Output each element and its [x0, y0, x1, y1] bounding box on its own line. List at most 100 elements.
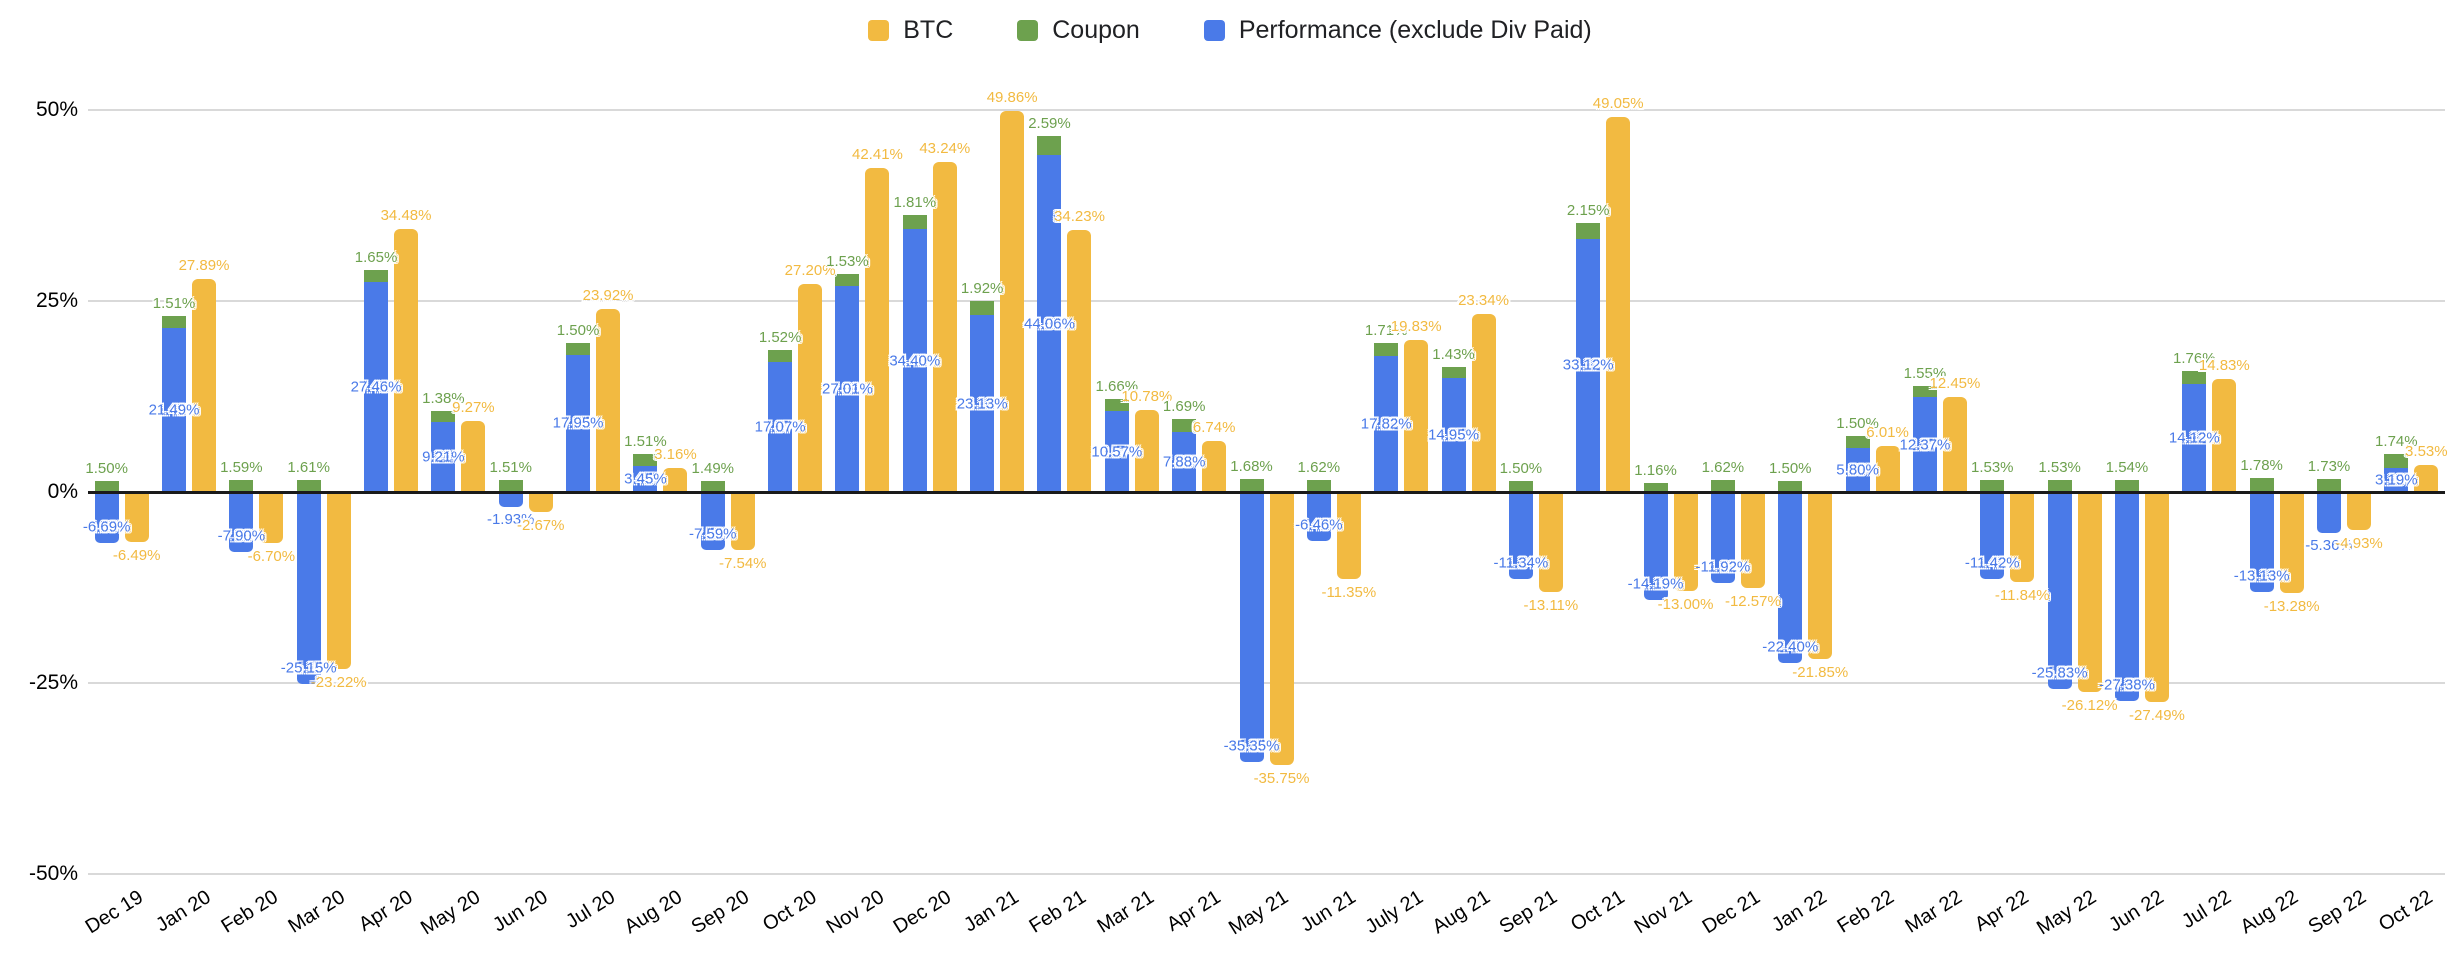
legend-item-btc[interactable]: BTC: [868, 16, 953, 45]
bar-coupon-jul-20[interactable]: [566, 343, 591, 355]
bar-btc-jun-22[interactable]: [2144, 492, 2169, 703]
bar-btc-jan-21[interactable]: [1000, 111, 1025, 492]
bar-btc-mar-22[interactable]: [1942, 396, 1967, 492]
bar-coupon-jan-21[interactable]: [970, 300, 995, 316]
bar-btc-nov-21[interactable]: [1673, 492, 1698, 592]
bar-btc-apr-20[interactable]: [394, 228, 419, 492]
bar-btc-sep-22[interactable]: [2346, 492, 2371, 530]
bar-btc-oct-21[interactable]: [1606, 117, 1631, 492]
bar-performance-sep-22[interactable]: [2316, 492, 2341, 533]
bar-performance-apr-21[interactable]: [1172, 431, 1197, 492]
bar-coupon-oct-22[interactable]: [2384, 454, 2409, 468]
bar-coupon-july-21[interactable]: [1374, 342, 1399, 356]
bar-btc-feb-22[interactable]: [1875, 446, 1900, 492]
bar-coupon-jun-22[interactable]: [2114, 480, 2139, 492]
bar-performance-mar-22[interactable]: [1912, 397, 1937, 492]
bar-performance-may-21[interactable]: [1239, 492, 1264, 763]
bar-btc-oct-22[interactable]: [2414, 465, 2439, 492]
legend-item-performance[interactable]: Performance (exclude Div Paid): [1203, 16, 1592, 45]
bar-performance-jun-22[interactable]: [2114, 492, 2139, 702]
bar-coupon-dec-19[interactable]: [94, 480, 119, 492]
bar-coupon-jan-22[interactable]: [1778, 480, 1803, 492]
bar-btc-jun-21[interactable]: [1336, 492, 1361, 579]
bar-btc-mar-21[interactable]: [1134, 409, 1159, 492]
bar-btc-may-20[interactable]: [461, 421, 486, 492]
bar-btc-feb-20[interactable]: [259, 492, 284, 544]
bar-performance-oct-22[interactable]: [2384, 467, 2409, 492]
bar-btc-dec-20[interactable]: [932, 161, 957, 492]
bar-coupon-jul-22[interactable]: [2182, 370, 2207, 385]
bar-performance-oct-21[interactable]: [1576, 238, 1601, 492]
bar-performance-mar-20[interactable]: [296, 492, 321, 685]
bar-performance-feb-21[interactable]: [1037, 155, 1062, 492]
bar-performance-jan-22[interactable]: [1778, 492, 1803, 664]
bar-coupon-apr-22[interactable]: [1980, 480, 2005, 492]
bar-coupon-jun-20[interactable]: [498, 480, 523, 492]
bar-btc-jan-20[interactable]: [192, 278, 216, 492]
bar-coupon-apr-20[interactable]: [364, 269, 389, 283]
bar-coupon-aug-22[interactable]: [2249, 478, 2274, 492]
bar-coupon-dec-21[interactable]: [1710, 479, 1735, 492]
bar-performance-nov-20[interactable]: [835, 285, 860, 492]
bar-btc-aug-20[interactable]: [663, 467, 688, 492]
bar-btc-aug-22[interactable]: [2279, 492, 2304, 594]
bar-btc-may-21[interactable]: [1269, 492, 1294, 766]
bar-btc-feb-21[interactable]: [1067, 230, 1092, 492]
bar-coupon-aug-20[interactable]: [633, 454, 658, 466]
bar-coupon-aug-21[interactable]: [1441, 366, 1466, 378]
bar-performance-may-22[interactable]: [2047, 492, 2072, 690]
bar-coupon-apr-21[interactable]: [1172, 418, 1197, 432]
bar-performance-jun-21[interactable]: [1306, 492, 1331, 542]
bar-performance-feb-20[interactable]: [229, 492, 254, 553]
bar-performance-jan-20[interactable]: [162, 327, 186, 492]
bar-btc-sep-21[interactable]: [1538, 492, 1563, 593]
bar-btc-oct-20[interactable]: [798, 284, 823, 492]
bar-performance-jan-21[interactable]: [970, 315, 995, 492]
bar-btc-nov-20[interactable]: [865, 167, 890, 492]
bar-coupon-feb-20[interactable]: [229, 479, 254, 492]
bar-performance-aug-20[interactable]: [633, 465, 658, 492]
bar-btc-sep-20[interactable]: [730, 492, 755, 550]
bar-coupon-may-20[interactable]: [431, 411, 456, 422]
bar-btc-apr-22[interactable]: [2010, 492, 2035, 583]
bar-performance-jul-22[interactable]: [2182, 384, 2207, 492]
bar-performance-jul-20[interactable]: [566, 354, 591, 492]
bar-performance-aug-22[interactable]: [2249, 492, 2274, 593]
bar-btc-dec-19[interactable]: [124, 492, 149, 542]
bar-btc-aug-21[interactable]: [1471, 313, 1496, 492]
bar-coupon-jan-20[interactable]: [162, 316, 186, 328]
bar-coupon-nov-21[interactable]: [1643, 483, 1668, 492]
bar-coupon-feb-22[interactable]: [1845, 436, 1870, 448]
bar-coupon-sep-22[interactable]: [2316, 478, 2341, 492]
bar-btc-jul-22[interactable]: [2212, 378, 2237, 492]
bar-performance-may-20[interactable]: [431, 421, 456, 492]
bar-performance-feb-22[interactable]: [1845, 447, 1870, 492]
bar-coupon-may-21[interactable]: [1239, 479, 1264, 492]
bar-btc-may-22[interactable]: [2077, 492, 2102, 692]
bar-performance-dec-19[interactable]: [94, 492, 119, 544]
bar-performance-aug-21[interactable]: [1441, 377, 1466, 492]
bar-performance-apr-20[interactable]: [364, 282, 389, 492]
bar-performance-dec-21[interactable]: [1710, 492, 1735, 584]
legend-item-coupon[interactable]: Coupon: [1017, 16, 1140, 45]
bar-btc-dec-21[interactable]: [1740, 492, 1765, 589]
bar-performance-sep-21[interactable]: [1508, 492, 1533, 579]
bar-coupon-oct-21[interactable]: [1576, 222, 1601, 239]
bar-performance-nov-21[interactable]: [1643, 492, 1668, 601]
bar-performance-sep-20[interactable]: [700, 492, 725, 550]
bar-coupon-mar-21[interactable]: [1104, 398, 1129, 412]
bar-performance-jun-20[interactable]: [498, 492, 523, 507]
bar-coupon-mar-20[interactable]: [296, 479, 321, 492]
bar-btc-jul-20[interactable]: [596, 309, 621, 492]
bar-coupon-sep-21[interactable]: [1508, 480, 1533, 492]
bar-performance-mar-21[interactable]: [1104, 411, 1129, 492]
bar-coupon-feb-21[interactable]: [1037, 135, 1062, 156]
bar-btc-july-21[interactable]: [1404, 340, 1429, 492]
bar-btc-mar-20[interactable]: [326, 492, 351, 670]
bar-performance-apr-22[interactable]: [1980, 492, 2005, 580]
bar-performance-oct-20[interactable]: [768, 361, 793, 492]
bar-performance-dec-20[interactable]: [902, 229, 927, 492]
bar-coupon-may-22[interactable]: [2047, 480, 2072, 492]
bar-performance-july-21[interactable]: [1374, 355, 1399, 492]
bar-coupon-jun-21[interactable]: [1306, 479, 1331, 492]
